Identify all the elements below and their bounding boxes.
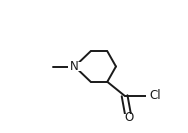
Bar	[123, 114, 134, 122]
Text: O: O	[124, 111, 133, 124]
Bar	[68, 62, 81, 71]
Text: N: N	[70, 60, 79, 73]
Bar	[146, 91, 161, 101]
Text: Cl: Cl	[150, 89, 161, 102]
